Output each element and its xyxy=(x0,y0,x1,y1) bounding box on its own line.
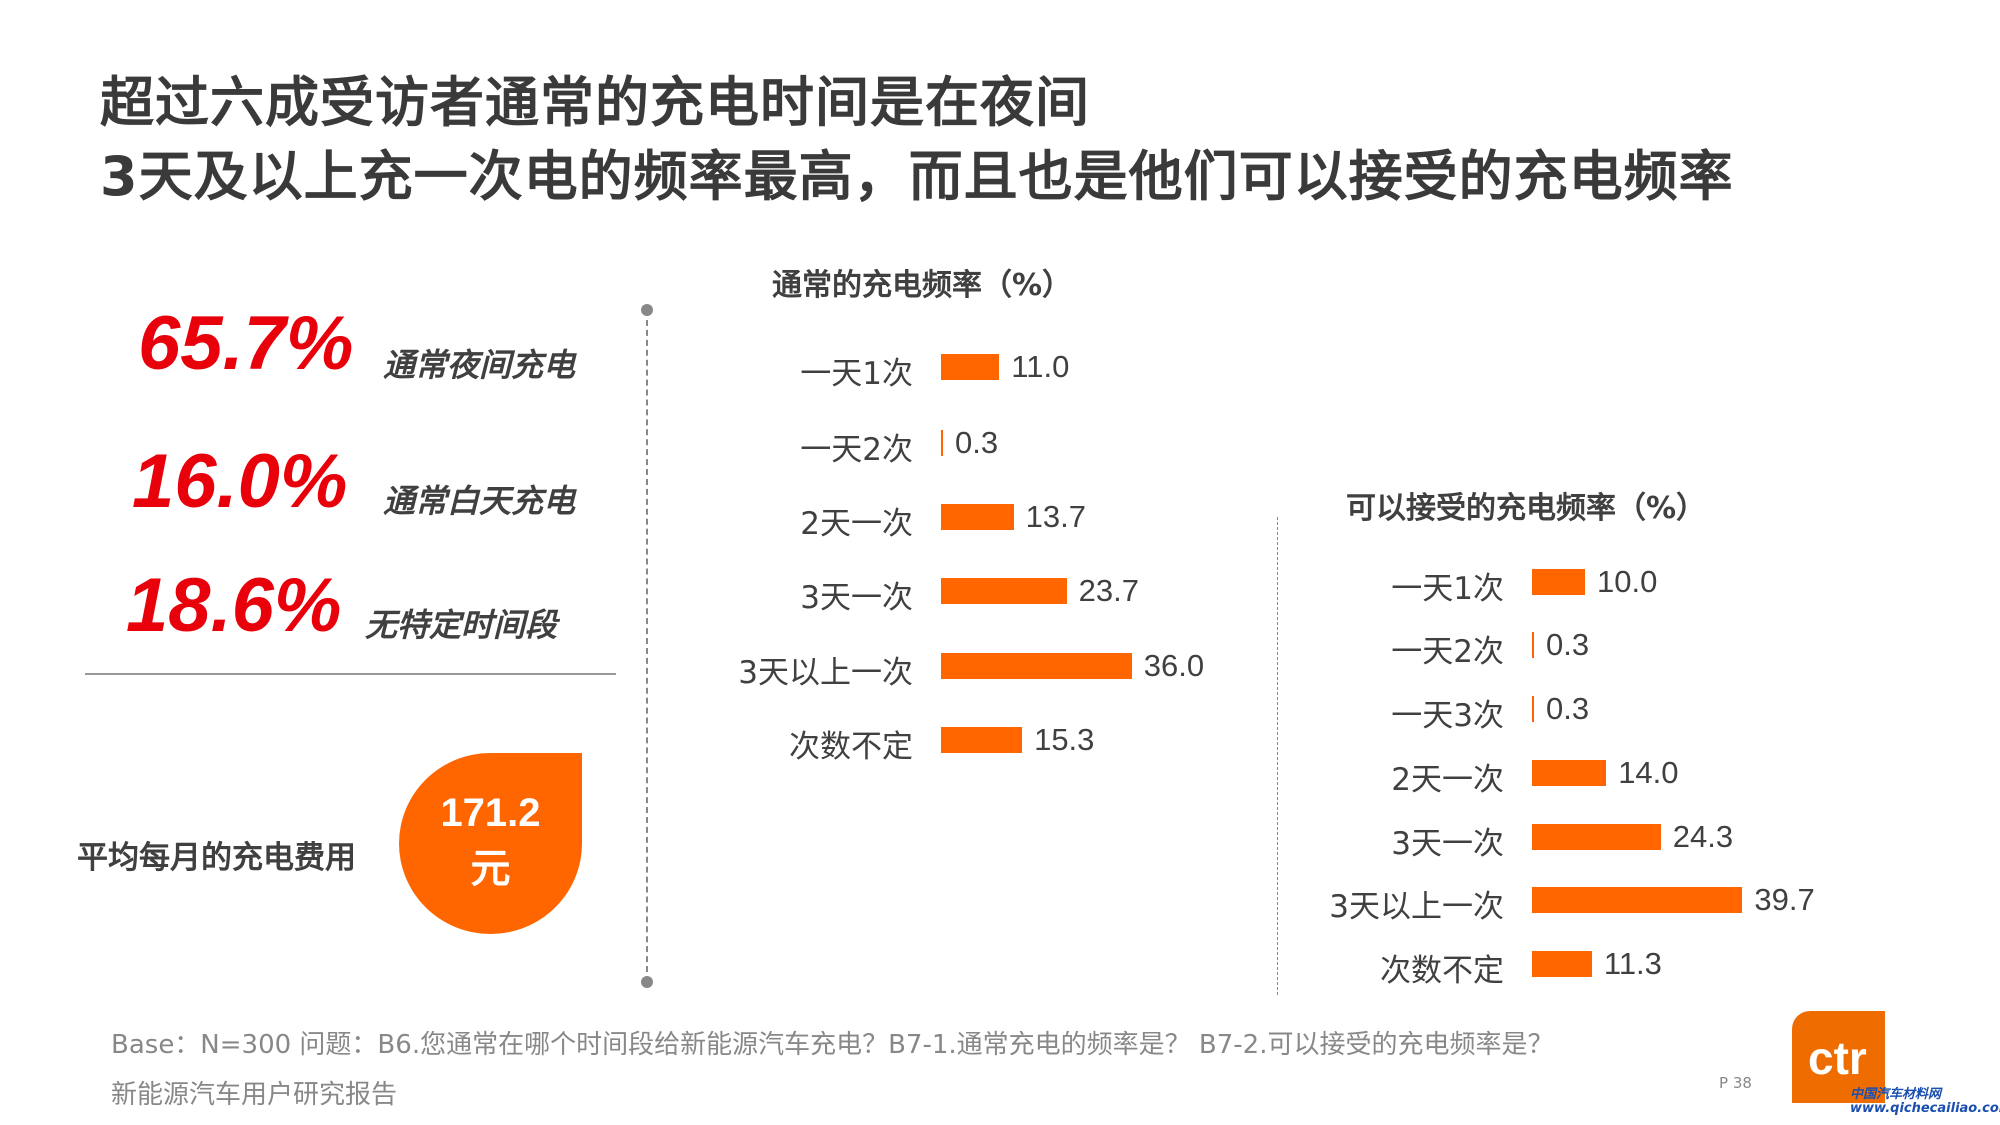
bar xyxy=(941,653,1132,679)
category-label: 次数不定 xyxy=(789,729,913,765)
bar xyxy=(1532,824,1661,850)
category-label: 次数不定 xyxy=(1380,953,1504,989)
separator-line xyxy=(646,310,648,982)
title-line-1: 超过六成受访者通常的充电时间是在夜间 xyxy=(100,71,1090,134)
bar xyxy=(941,578,1067,604)
bar xyxy=(941,727,1023,753)
category-label: 2天一次 xyxy=(1391,762,1504,798)
data-label: 15.3 xyxy=(1034,722,1095,757)
data-label: 13.7 xyxy=(1025,499,1086,534)
data-label: 23.7 xyxy=(1078,573,1139,608)
stat-anytime-label: 无特定时间段 xyxy=(365,606,558,644)
divider xyxy=(85,673,616,675)
bar xyxy=(1532,760,1607,786)
separator-line-2 xyxy=(1277,517,1278,995)
watermark: 中国汽车材料网 www.qichecailiao.com xyxy=(1850,1087,2000,1116)
stat-night-label: 通常夜间充电 xyxy=(383,346,576,384)
data-label: 0.3 xyxy=(1546,627,1590,662)
cost-unit: 元 xyxy=(470,846,511,892)
footer-base: Base：N=300 问题：B6.您通常在哪个时间段给新能源汽车充电？B7-1.… xyxy=(111,1030,1554,1060)
data-label: 11.0 xyxy=(1011,349,1070,384)
cost-badge: 171.2 元 xyxy=(399,753,582,934)
bar xyxy=(1532,569,1585,595)
data-label: 36.0 xyxy=(1143,648,1205,683)
category-label: 3天一次 xyxy=(1391,826,1504,862)
data-label: 24.3 xyxy=(1672,819,1734,854)
category-label: 3天以上一次 xyxy=(1329,889,1504,925)
data-label: 0.3 xyxy=(1546,691,1590,726)
data-label: 0.3 xyxy=(955,425,999,460)
category-label: 2天一次 xyxy=(800,506,913,542)
stat-night-value: 65.7% xyxy=(138,301,354,386)
bar xyxy=(1532,632,1534,658)
cost-label: 平均每月的充电费用 xyxy=(77,840,356,876)
bar xyxy=(1532,951,1592,977)
title-line-2: 3天及以上充一次电的频率最高，而且也是他们可以接受的充电频率 xyxy=(100,145,1734,208)
category-label: 一天3次 xyxy=(1391,698,1504,734)
category-label: 一天2次 xyxy=(1391,634,1504,670)
cost-value: 171.2 xyxy=(440,791,541,835)
bar xyxy=(941,354,1000,380)
category-label: 一天1次 xyxy=(800,356,913,392)
data-label: 10.0 xyxy=(1597,564,1658,599)
category-label: 一天1次 xyxy=(1391,571,1504,607)
data-label: 14.0 xyxy=(1618,755,1679,790)
stat-day-label: 通常白天充电 xyxy=(383,482,576,520)
chart1-title: 通常的充电频率（%） xyxy=(772,268,1073,303)
stat-day-value: 16.0% xyxy=(132,439,348,524)
bar xyxy=(941,430,943,456)
separator-dot-bottom xyxy=(641,976,653,988)
separator-dot-top xyxy=(641,304,653,316)
footer-report: 新能源汽车用户研究报告 xyxy=(111,1080,398,1110)
category-label: 一天2次 xyxy=(800,432,913,468)
data-label: 39.7 xyxy=(1754,882,1815,917)
data-label: 11.3 xyxy=(1603,946,1662,981)
bar xyxy=(1532,696,1534,722)
page-number: P 38 xyxy=(1719,1074,1752,1092)
category-label: 3天以上一次 xyxy=(738,655,913,691)
stat-anytime-value: 18.6% xyxy=(126,563,342,648)
ctr-logo: ctr xyxy=(1792,1011,1885,1103)
chart2-title: 可以接受的充电频率（%） xyxy=(1346,491,1707,526)
bar xyxy=(941,504,1014,530)
category-label: 3天一次 xyxy=(800,580,913,616)
bar xyxy=(1532,887,1743,913)
